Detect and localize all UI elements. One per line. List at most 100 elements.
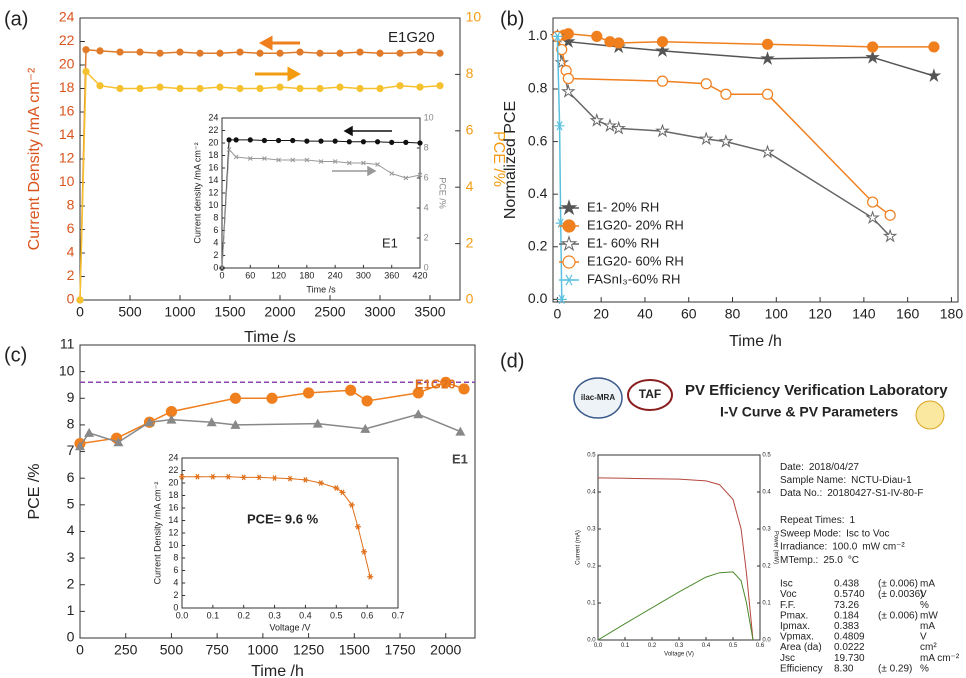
y-tick-label: 16	[59, 103, 75, 119]
marker	[217, 50, 223, 56]
y-tick-label: 4	[67, 244, 75, 260]
logo	[916, 401, 944, 429]
marker	[83, 69, 89, 75]
info-cell: mW	[920, 610, 938, 621]
y2-tick-label: 8	[466, 65, 474, 81]
marker	[377, 86, 383, 92]
y-tick-label: 0	[173, 602, 178, 612]
y2-tick-label: 0.4	[762, 490, 771, 496]
y-tick-label: 16	[208, 162, 218, 172]
x-tick-label: 120	[271, 270, 286, 280]
marker	[377, 50, 383, 56]
y-tick-label: 0.5	[587, 453, 596, 459]
x-axis-label: Voltage /V	[269, 622, 310, 632]
info-cell: Sweep Mode:	[780, 528, 841, 539]
y-tick-label: 6	[173, 565, 178, 575]
info-cell: 73.26	[834, 600, 859, 611]
y-tick-label: 0.1	[587, 601, 596, 607]
y-tick-label: 0	[67, 291, 75, 307]
y-tick-label: 2	[67, 575, 75, 591]
legend-label: E1- 20% RH	[587, 199, 659, 214]
info-cell: Area (da)	[780, 642, 822, 653]
x-tick-label: 0.5	[330, 610, 343, 620]
marker	[177, 86, 183, 92]
marker	[277, 84, 283, 90]
x-tick-label: 0.6	[361, 610, 374, 620]
y-tick-label: 4	[213, 237, 218, 247]
marker	[317, 86, 323, 92]
x-tick-label: 0	[76, 641, 84, 657]
y-tick-label: 14	[208, 175, 218, 185]
y-tick-label: 0.4	[587, 490, 596, 496]
y2-axis-label: PCE /%	[438, 177, 448, 209]
y-tick-label: 8	[67, 197, 75, 213]
x-tick-label: 0.2	[237, 610, 250, 620]
x-tick-label: 2500	[314, 303, 345, 319]
y-tick-label: 22	[208, 125, 218, 135]
x-tick-label: 2000	[264, 303, 295, 319]
marker	[304, 388, 314, 398]
x-tick-label: 0.7	[392, 610, 405, 620]
y-tick-label: 22	[59, 32, 75, 48]
marker	[417, 84, 423, 90]
y-tick-label: 11	[60, 336, 75, 352]
y-tick-label: 10	[59, 173, 75, 189]
marker	[177, 49, 183, 55]
y-tick-label: 1.0	[528, 27, 548, 43]
info-cell: 0.0222	[834, 642, 865, 653]
marker	[137, 49, 143, 55]
marker	[257, 50, 263, 56]
marker	[297, 86, 303, 92]
y2-tick-label: 10	[424, 112, 434, 122]
x-axis-label: Time /s	[306, 284, 336, 294]
info-cell: Efficiency	[780, 663, 823, 674]
x-tick-label: 1750	[384, 641, 415, 657]
marker	[337, 84, 343, 90]
marker	[248, 138, 252, 142]
marker	[418, 141, 422, 145]
y-tick-label: 16	[168, 502, 178, 512]
marker	[357, 49, 363, 55]
annotation: E1	[452, 451, 468, 466]
y-tick-label: 0.0	[528, 290, 548, 306]
info-cell: MTemp.:	[780, 555, 818, 566]
marker	[291, 139, 295, 143]
y2-tick-label: 0.1	[762, 601, 771, 607]
info-cell: 25.0	[823, 555, 843, 566]
annotation: E1G20	[388, 29, 435, 46]
info-cell: Voc	[780, 589, 797, 600]
x-tick-label: 160	[896, 305, 920, 321]
info-cell: V	[920, 632, 927, 643]
x-tick-label: 120	[808, 305, 832, 321]
y-tick-label: 20	[168, 477, 178, 487]
x-tick-label: 300	[356, 270, 371, 280]
y-tick-label: 14	[168, 515, 178, 525]
marker	[237, 49, 243, 55]
info-cell: 19.730	[834, 653, 865, 664]
y-tick-label: 22	[168, 465, 178, 475]
logo-text: ilac-MRA	[581, 393, 615, 402]
info-cell: Isc	[780, 579, 793, 590]
marker	[592, 31, 602, 41]
x-tick-label: 0	[219, 270, 224, 280]
info-cell: %	[920, 600, 929, 611]
y-tick-label: 6	[67, 220, 75, 236]
marker	[417, 49, 423, 55]
y-axis-label: Current (mA)	[576, 530, 582, 565]
info-cell: Vpmax.	[780, 632, 814, 643]
info-cell: (± 0.006)	[878, 579, 918, 590]
plot-area	[598, 455, 760, 640]
marker	[197, 86, 203, 92]
x-tick-label: 3000	[364, 303, 395, 319]
y-tick-label: 6	[67, 469, 75, 485]
y-tick-label: 20	[208, 137, 218, 147]
y-tick-label: 5	[67, 496, 75, 512]
y-tick-label: 6	[213, 225, 218, 235]
x-tick-label: 0.3	[675, 643, 684, 649]
x-tick-label: 0.0	[594, 643, 603, 649]
x-tick-label: 750	[205, 641, 229, 657]
x-tick-label: 500	[118, 303, 142, 319]
y-tick-label: 0.4	[528, 185, 548, 201]
marker	[721, 89, 731, 99]
x-axis-label: Time /s	[244, 329, 296, 346]
